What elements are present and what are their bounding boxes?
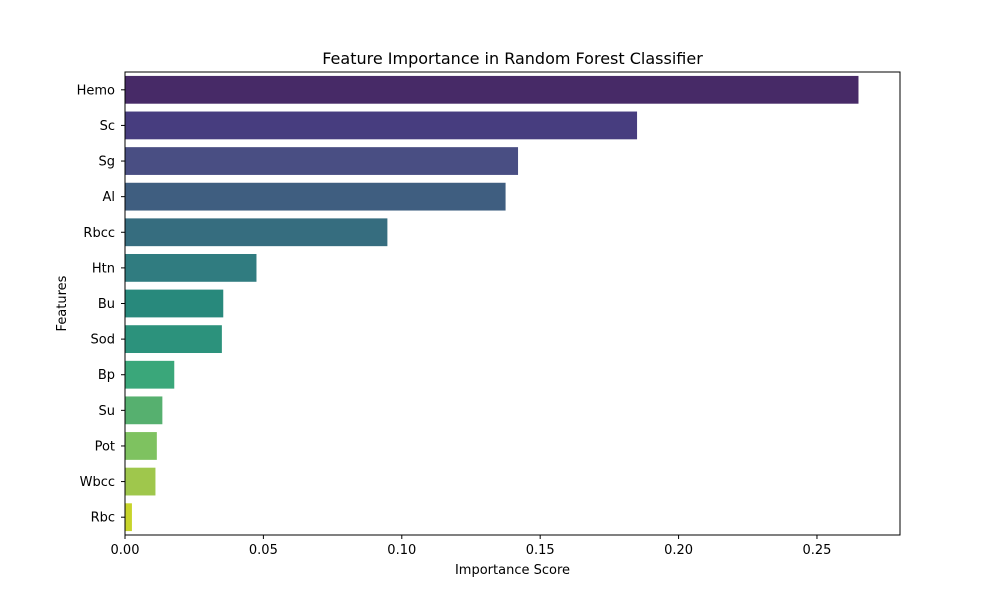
y-tick-label: Rbcc <box>83 226 115 241</box>
bar-hemo <box>125 75 859 104</box>
y-tick-label: Htn <box>92 261 115 276</box>
bars-layer <box>125 75 859 532</box>
bar-rbcc <box>125 218 388 247</box>
y-axis-ticks: Hemo Sc Sg Al Rbcc Htn Bu Sod Bp Su Pot Wbcc Rbc <box>77 83 125 526</box>
bar-sc <box>125 111 638 140</box>
bar-bu <box>125 289 224 318</box>
y-tick-label: Sod <box>91 333 115 348</box>
chart-title: Feature Importance in Random Forest Clas… <box>322 49 703 68</box>
y-tick-label: Pot <box>95 439 115 454</box>
y-tick-label: Wbcc <box>80 475 115 490</box>
bar-su <box>125 396 163 425</box>
x-tick-label: 0.10 <box>387 543 416 558</box>
y-tick-label: Al <box>102 190 115 205</box>
bar-al <box>125 182 506 211</box>
y-tick-label: Rbc <box>91 511 115 526</box>
y-tick-label: Hemo <box>77 83 115 98</box>
x-axis-ticks: 0.00 0.05 0.10 0.15 0.20 0.25 <box>111 535 831 558</box>
x-tick-label: 0.20 <box>664 543 693 558</box>
y-tick-label: Su <box>99 404 116 419</box>
bar-pot <box>125 432 157 460</box>
bar-sg <box>125 147 519 175</box>
bar-rbc <box>125 503 132 532</box>
x-tick-label: 0.25 <box>802 543 831 558</box>
x-tick-label: 0.15 <box>526 543 555 558</box>
bar-bp <box>125 360 175 389</box>
bar-sod <box>125 325 222 354</box>
y-axis-label: Features <box>55 275 70 331</box>
y-tick-label: Bu <box>98 297 115 312</box>
x-tick-label: 0.00 <box>111 543 140 558</box>
y-tick-label: Sc <box>100 119 115 134</box>
plot-frame <box>124 71 901 536</box>
bar-htn <box>125 253 257 282</box>
y-tick-label: Bp <box>98 368 115 383</box>
x-tick-label: 0.05 <box>249 543 278 558</box>
y-tick-label: Sg <box>98 155 115 170</box>
bar-wbcc <box>125 467 156 496</box>
x-axis-label: Importance Score <box>455 563 570 578</box>
